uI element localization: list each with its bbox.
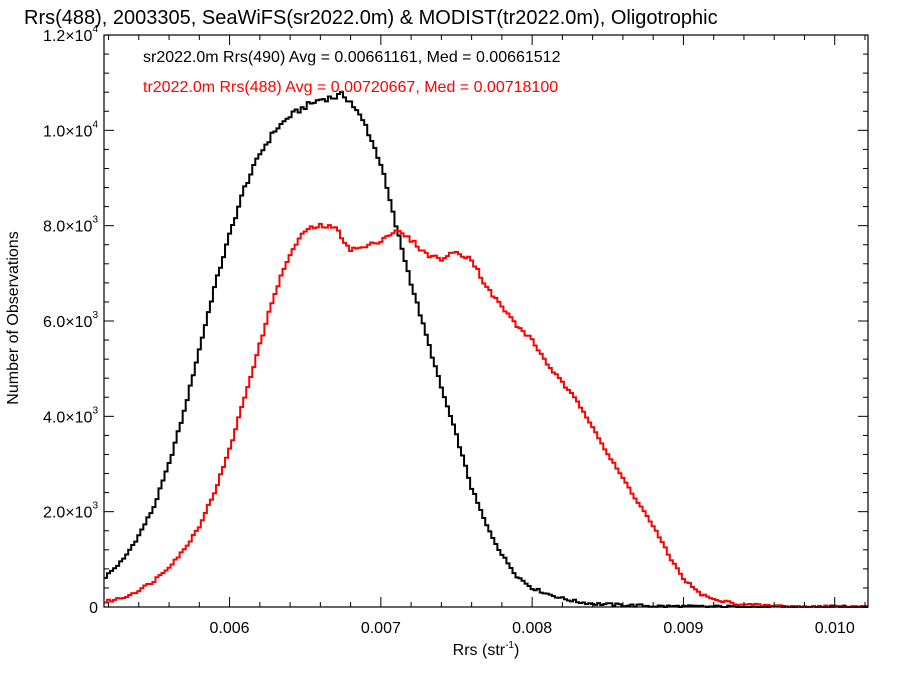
y-tick-label: 2.0×103 [43, 501, 98, 522]
chart-title: Rrs(488), 2003305, SeaWiFS(sr2022.0m) & … [24, 7, 718, 29]
y-axis-label: Number of Observations [5, 231, 22, 404]
x-tick-label: 0.009 [663, 620, 703, 637]
x-tick-label: 0.006 [210, 620, 250, 637]
x-tick-label: 0.007 [361, 620, 401, 637]
x-tick-label: 0.008 [512, 620, 552, 637]
legend-entry-sr2022: sr2022.0m Rrs(490) Avg = 0.00661161, Med… [143, 49, 561, 66]
series-line-0 [104, 91, 868, 608]
y-tick-label: 1.0×104 [43, 119, 98, 140]
x-axis-label: Rrs (str-1) [453, 640, 520, 659]
series-layer [104, 91, 868, 608]
y-tick-label: 4.0×103 [43, 405, 98, 426]
series-line-1 [104, 222, 868, 608]
x-tick-label: 0.010 [815, 620, 855, 637]
axes-layer: 0.006 0.007 0.008 0.009 0.010 0 2.0×103 4.0×103… [43, 24, 868, 637]
y-tick-label: 8.0×103 [43, 215, 98, 236]
legend-entry-tr2022: tr2022.0m Rrs(488) Avg = 0.00720667, Med… [143, 79, 558, 96]
y-tick-label: 0 [89, 600, 98, 617]
y-tick-label: 6.0×103 [43, 310, 98, 331]
y-tick-label: 1.2×104 [43, 24, 98, 45]
